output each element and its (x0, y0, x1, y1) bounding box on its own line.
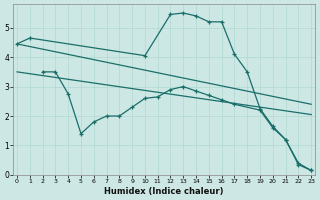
X-axis label: Humidex (Indice chaleur): Humidex (Indice chaleur) (104, 187, 224, 196)
